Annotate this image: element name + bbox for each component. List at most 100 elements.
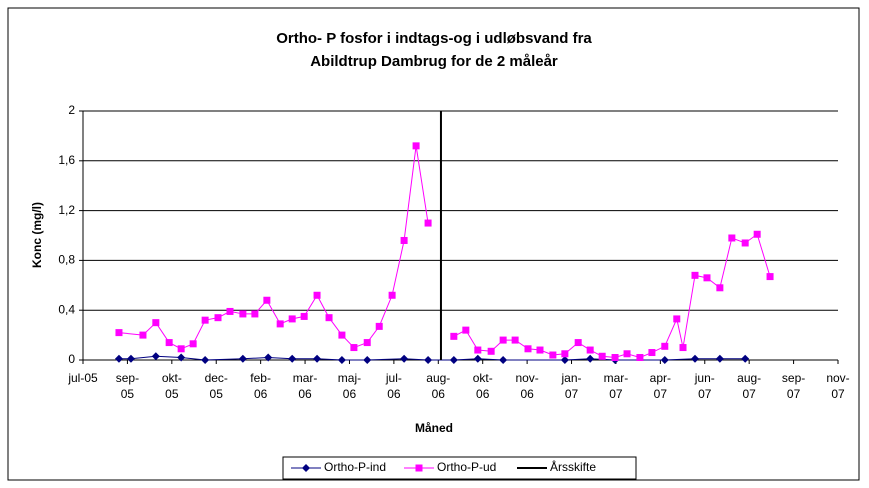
point [263, 296, 271, 304]
y-tick-label: 0 [68, 352, 75, 366]
point [325, 314, 333, 322]
x-tick-label: mar-06 [293, 371, 318, 401]
point [473, 354, 482, 363]
point [177, 345, 185, 353]
point [690, 354, 699, 363]
point [586, 346, 594, 354]
point [151, 352, 160, 361]
x-tick-label: okt-05 [162, 371, 182, 401]
point [611, 354, 619, 362]
point [350, 344, 358, 352]
point [363, 356, 372, 364]
point [338, 331, 346, 339]
point [251, 310, 259, 318]
x-tick-label: feb-06 [250, 371, 271, 401]
point [214, 314, 222, 322]
y-tick-label: 0,8 [58, 253, 75, 267]
point [201, 316, 209, 324]
point [300, 312, 308, 320]
point [549, 351, 557, 359]
point [766, 273, 774, 281]
point [152, 319, 160, 327]
y-tick-label: 1,6 [58, 153, 75, 167]
point [499, 356, 508, 364]
point [487, 347, 495, 355]
point [741, 239, 749, 247]
point [499, 336, 507, 344]
point [239, 310, 247, 318]
point [648, 349, 656, 357]
point [400, 354, 409, 363]
point [375, 322, 383, 330]
x-tick-label: nov-07 [826, 371, 849, 401]
point [661, 342, 669, 350]
point [474, 346, 482, 354]
y-axis-label: Konc (mg/l) [30, 202, 44, 268]
point [288, 315, 296, 323]
x-tick-label: jun-07 [694, 371, 715, 401]
point [449, 356, 458, 364]
point [424, 356, 433, 364]
legend-label: Årsskifte [550, 459, 596, 474]
x-tick-label: aug-06 [426, 371, 450, 401]
point [114, 354, 123, 363]
point [703, 274, 711, 282]
legend-label: Ortho-P-ud [437, 460, 496, 474]
point [715, 354, 724, 363]
x-tick-label: jul-05 [67, 371, 98, 385]
point [139, 331, 147, 339]
point [115, 329, 123, 337]
point [679, 344, 687, 352]
point [623, 350, 631, 358]
x-tick-label: jul-06 [385, 371, 402, 401]
point [126, 354, 135, 363]
point [288, 354, 297, 363]
point [586, 354, 595, 363]
point [165, 339, 173, 347]
point [177, 353, 186, 362]
point [574, 339, 582, 347]
point [660, 356, 669, 364]
point [363, 339, 371, 347]
point [313, 291, 321, 299]
x-tick-label: mar-07 [604, 371, 629, 401]
x-tick-label: aug-07 [737, 371, 761, 401]
x-tick-label: sep-07 [782, 371, 805, 401]
x-axis-label: Måned [415, 421, 453, 435]
x-tick-label: okt-06 [473, 371, 493, 401]
point [462, 326, 470, 334]
point [691, 271, 699, 279]
x-tick-label: maj-06 [338, 371, 361, 401]
point [561, 350, 569, 358]
point [716, 284, 724, 292]
x-tick-label: jan-07 [561, 371, 582, 401]
point [560, 356, 569, 364]
legend-label: Ortho-P-ind [324, 460, 386, 474]
y-tick-label: 0,4 [58, 302, 75, 316]
legend-box [282, 456, 637, 480]
point [337, 356, 346, 364]
y-tick-label: 1,2 [58, 203, 75, 217]
point [598, 352, 606, 360]
point [276, 320, 284, 328]
point [450, 332, 458, 340]
point [728, 234, 736, 242]
point [238, 354, 247, 363]
point [412, 142, 420, 150]
point [264, 353, 273, 362]
point [741, 354, 750, 363]
chart-title: Ortho- P fosfor i indtags-og i udløbsvan… [276, 30, 592, 70]
chart-border [7, 7, 860, 481]
y-tick-label: 2 [68, 103, 75, 117]
point [424, 219, 432, 227]
point [226, 307, 234, 315]
x-tick-label: sep-05 [116, 371, 139, 401]
point [753, 230, 761, 238]
point [536, 346, 544, 354]
point [673, 315, 681, 323]
legend-marker [302, 464, 310, 472]
point [189, 340, 197, 348]
legend-marker [415, 464, 423, 472]
point [524, 345, 532, 353]
